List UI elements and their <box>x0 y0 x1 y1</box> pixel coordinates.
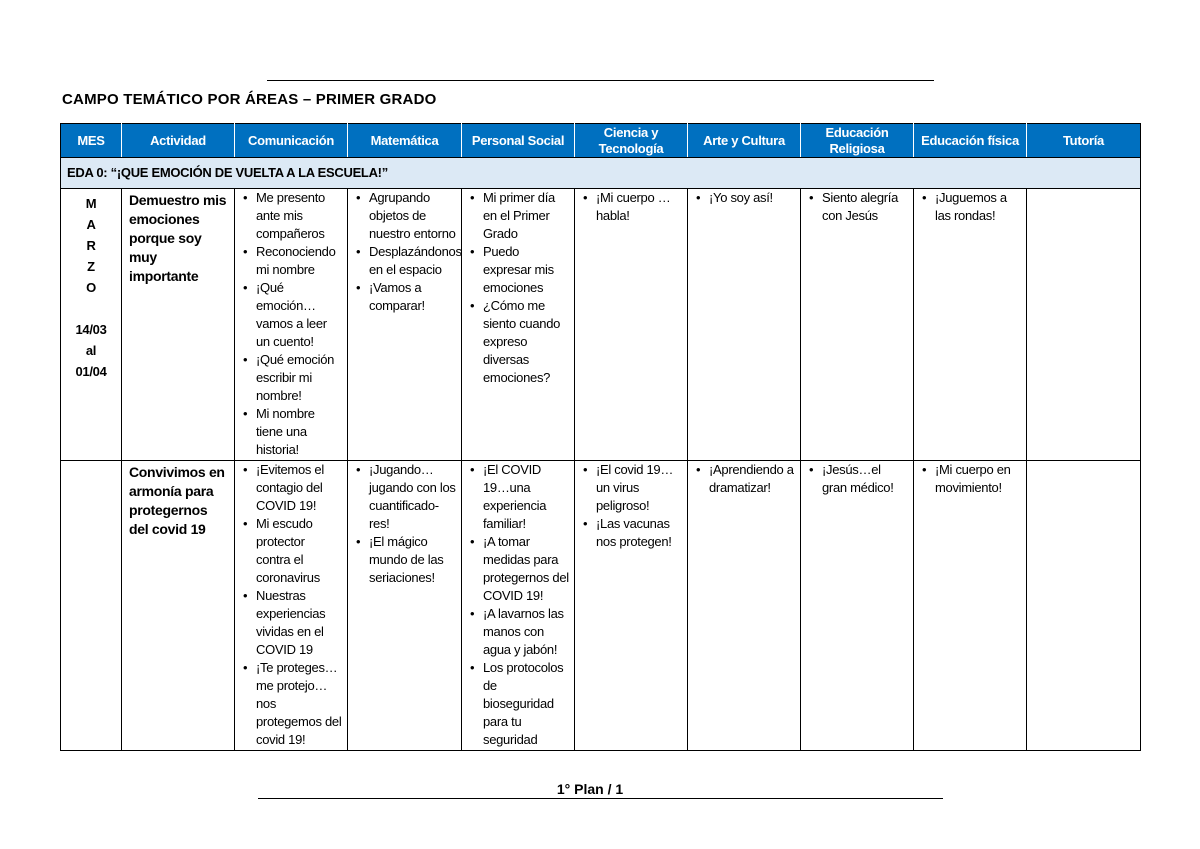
month-letter: Z <box>87 259 95 274</box>
list-item: ¡Aprendiendo a dramatizar! <box>696 461 795 497</box>
area-cell <box>1026 188 1141 461</box>
list-item: ¡Mi cuerpo … habla! <box>583 189 682 225</box>
footer-rule <box>258 798 943 799</box>
footer-page: 1° Plan / 1 <box>556 781 624 797</box>
area-cell: ¡Aprendiendo a dramatizar! <box>687 460 801 751</box>
month-letter: M <box>85 196 97 211</box>
table-row: M A R Z O 14/03 al 01/04 Demuestro mis emociones… <box>60 188 1141 461</box>
area-cell <box>1026 460 1141 751</box>
table-row: Convivimos en armonía para protegernos d… <box>60 460 1141 751</box>
column-header: Comunicación <box>234 123 348 158</box>
month-letter: A <box>86 217 96 232</box>
list-item: Los protocolos de bioseguridad para tu s… <box>470 659 569 749</box>
topic-list: Me presento ante mis compañerosReconocie… <box>236 189 346 459</box>
list-item: ¡Mi cuerpo en movimiento! <box>922 461 1021 497</box>
list-item: ¡Vamos a comparar! <box>356 279 456 315</box>
header-row: MES Actividad Comunicación Matemática Person… <box>60 123 1141 158</box>
spacer <box>62 298 120 319</box>
area-cell: Siento alegría con Jesús <box>800 188 914 461</box>
mes-cell <box>60 460 122 751</box>
topic-list: Siento alegría con Jesús <box>802 189 912 225</box>
list-item: Puedo expresar mis emociones <box>470 243 569 297</box>
list-item: Agrupando objetos de nuestro entorno <box>356 189 456 243</box>
eda-title: EDA 0: “¡QUE EMOCIÓN DE VUELTA A LA ESCU… <box>60 157 1141 189</box>
column-header: Actividad <box>121 123 235 158</box>
list-item: Mi nombre tiene una historia! <box>243 405 342 459</box>
topic-list: ¡Evitemos el contagio del COVID 19!Mi es… <box>236 461 346 749</box>
thematic-table: MES Actividad Comunicación Matemática Person… <box>60 123 1141 751</box>
column-header: MES <box>60 123 122 158</box>
area-cell: ¡Jugando… jugando con los cuantificado-r… <box>347 460 462 751</box>
column-header: Matemática <box>347 123 462 158</box>
topic-list: ¡Mi cuerpo … habla! <box>576 189 686 225</box>
actividad-cell: Demuestro mis emociones porque soy muy i… <box>121 188 235 461</box>
mes-cell: M A R Z O 14/03 al 01/04 <box>60 188 122 461</box>
area-cell: ¡Mi cuerpo en movimiento! <box>913 460 1027 751</box>
list-item: ¡Las vacunas nos protegen! <box>583 515 682 551</box>
list-item: Reconociendo mi nombre <box>243 243 342 279</box>
list-item: Desplazándonos en el espacio <box>356 243 462 279</box>
list-item: ¡El COVID 19…una experiencia familiar! <box>470 461 569 533</box>
area-cell: ¡El covid 19… un virus peligroso!¡Las va… <box>574 460 688 751</box>
list-item: ¡Yo soy así! <box>696 189 795 207</box>
area-cell: Me presento ante mis compañerosReconocie… <box>234 188 348 461</box>
topic-list: ¡Aprendiendo a dramatizar! <box>689 461 799 497</box>
list-item: ¡Qué emoción escribir mi nombre! <box>243 351 342 405</box>
list-item: ¡Qué emoción… vamos a leer un cuento! <box>243 279 342 351</box>
area-cell: Mi primer día en el Primer GradoPuedo ex… <box>461 188 575 461</box>
eda-row: EDA 0: “¡QUE EMOCIÓN DE VUELTA A LA ESCU… <box>60 157 1141 189</box>
month-letter: O <box>86 280 96 295</box>
column-header: Personal Social <box>461 123 575 158</box>
list-item: ¡A tomar medidas para protegernos del CO… <box>470 533 569 605</box>
list-item: Siento alegría con Jesús <box>809 189 908 225</box>
list-item: Nuestras experiencias vividas en el COVI… <box>243 587 342 659</box>
list-item: ¡Juguemos a las rondas! <box>922 189 1021 225</box>
area-cell: ¡Evitemos el contagio del COVID 19!Mi es… <box>234 460 348 751</box>
list-item: ¡A lavarnos las manos con agua y jabón! <box>470 605 569 659</box>
actividad-cell: Convivimos en armonía para protegernos d… <box>121 460 235 751</box>
column-header: Ciencia y Tecnología <box>574 123 688 158</box>
list-item: Mi escudo protector contra el coronaviru… <box>243 515 342 587</box>
list-item: ¡Te proteges…me protejo…nos protegemos d… <box>243 659 342 749</box>
list-item: ¿Cómo me siento cuando expreso diversas … <box>470 297 569 387</box>
date-from: 14/03 <box>75 322 107 337</box>
list-item: ¡El covid 19… un virus peligroso! <box>583 461 682 515</box>
topic-list: ¡Juguemos a las rondas! <box>915 189 1025 225</box>
date-al: al <box>85 343 97 358</box>
topic-list: ¡El covid 19… un virus peligroso!¡Las va… <box>576 461 686 551</box>
topic-list: Mi primer día en el Primer GradoPuedo ex… <box>463 189 573 387</box>
column-header: Educación Religiosa <box>800 123 914 158</box>
topic-list: ¡Yo soy así! <box>689 189 799 207</box>
area-cell: Agrupando objetos de nuestro entornoDesp… <box>347 188 462 461</box>
topic-list: ¡El COVID 19…una experiencia familiar!¡A… <box>463 461 573 749</box>
topic-list: ¡Jesús…el gran médico! <box>802 461 912 497</box>
area-cell: ¡Yo soy así! <box>687 188 801 461</box>
list-item: ¡Jesús…el gran médico! <box>809 461 908 497</box>
list-item: Me presento ante mis compañeros <box>243 189 342 243</box>
column-header: Arte y Cultura <box>687 123 801 158</box>
list-item: ¡El mágico mundo de las seriaciones! <box>356 533 456 587</box>
area-cell: ¡El COVID 19…una experiencia familiar!¡A… <box>461 460 575 751</box>
area-cell: ¡Juguemos a las rondas! <box>913 188 1027 461</box>
topic-list: ¡Mi cuerpo en movimiento! <box>915 461 1025 497</box>
area-cell: ¡Jesús…el gran médico! <box>800 460 914 751</box>
list-item: ¡Evitemos el contagio del COVID 19! <box>243 461 342 515</box>
header-rule <box>267 80 934 81</box>
list-item: ¡Jugando… jugando con los cuantificado-r… <box>356 461 456 533</box>
list-item: Mi primer día en el Primer Grado <box>470 189 569 243</box>
column-header: Educación física <box>913 123 1027 158</box>
date-to: 01/04 <box>75 364 107 379</box>
month-letter: R <box>86 238 96 253</box>
area-cell: ¡Mi cuerpo … habla! <box>574 188 688 461</box>
topic-list: Agrupando objetos de nuestro entornoDesp… <box>349 189 462 315</box>
page-title: CAMPO TEMÁTICO POR ÁREAS – PRIMER GRADO <box>62 91 437 108</box>
topic-list: ¡Jugando… jugando con los cuantificado-r… <box>349 461 460 587</box>
column-header: Tutoría <box>1026 123 1141 158</box>
